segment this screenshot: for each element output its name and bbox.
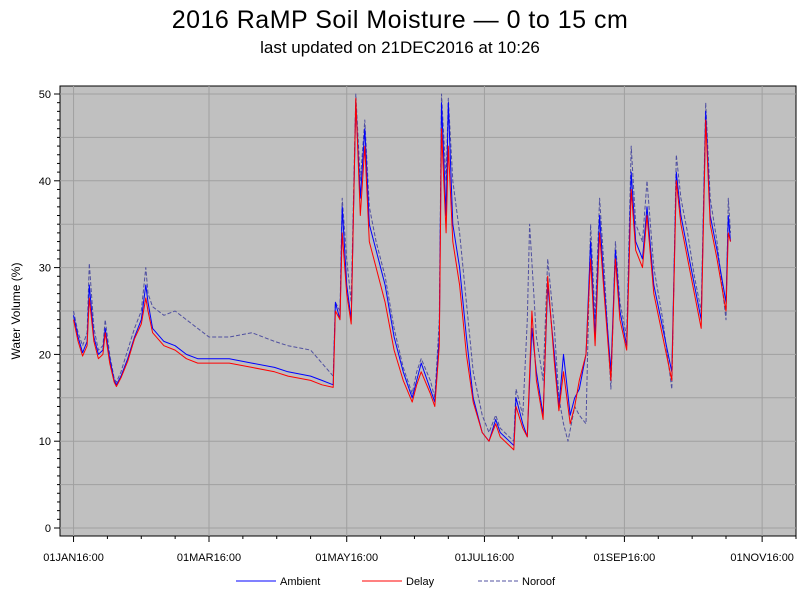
x-tick-label: 01JAN16:00 <box>43 552 104 564</box>
legend-label-noroof: Noroof <box>522 576 556 588</box>
axis-layer: 0 10 20 30 40 50 01JAN16:00 01MAR16:00 01MAY16:0… <box>39 89 797 564</box>
x-tick-label: 01MAR16:00 <box>177 552 241 564</box>
y-tick-label: 50 <box>39 89 51 101</box>
series-layer <box>73 93 731 451</box>
series-line-delay <box>73 97 731 451</box>
chart-title: 2016 RaMP Soil Moisture — 0 to 15 cm <box>171 6 629 34</box>
y-tick-label: 40 <box>39 176 51 188</box>
y-tick-label: 0 <box>45 523 51 535</box>
legend-label-delay: Delay <box>406 576 435 588</box>
legend-label-ambient: Ambient <box>280 576 320 588</box>
y-axis-label: Water Volume (%) <box>9 263 23 360</box>
y-tick-label: 10 <box>39 436 51 448</box>
x-tick-label: 01JUL16:00 <box>455 552 514 564</box>
series-line-noroof <box>73 93 731 442</box>
chart-subtitle: last updated on 21DEC2016 at 10:26 <box>260 38 540 57</box>
y-tick-label: 20 <box>39 349 51 361</box>
x-tick-label: 01SEP16:00 <box>594 552 656 564</box>
x-tick-label: 01NOV16:00 <box>730 552 794 564</box>
grid-layer <box>60 86 796 536</box>
y-tick-label: 30 <box>39 263 51 275</box>
x-tick-label: 01MAY16:00 <box>315 552 378 564</box>
legend: Ambient Delay Noroof <box>236 576 556 588</box>
